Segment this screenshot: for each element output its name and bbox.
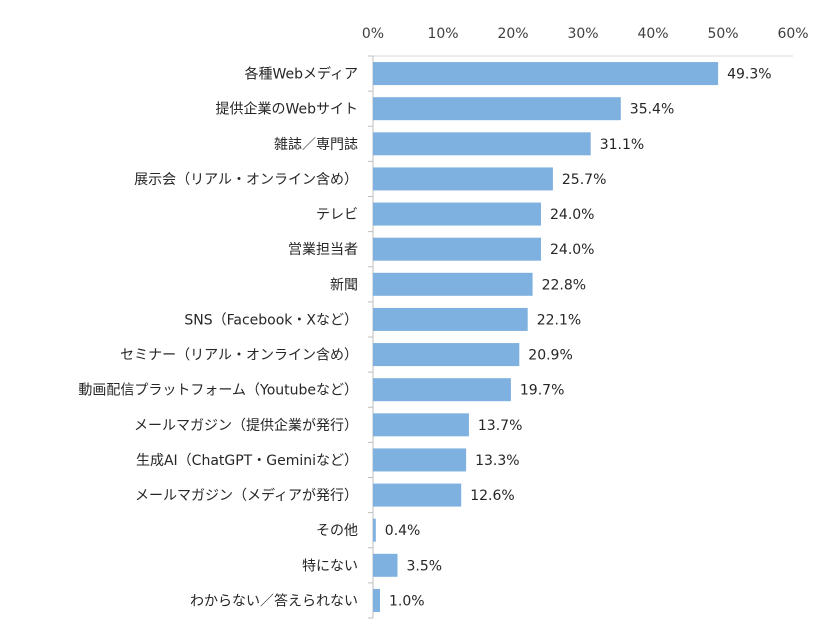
category-label: 展示会（リアル・オンライン含め） xyxy=(134,172,358,188)
bar xyxy=(373,62,719,86)
bar xyxy=(373,237,541,261)
bar xyxy=(373,448,467,472)
data-label: 22.1% xyxy=(537,312,581,328)
category-label: メールマガジン（提供企業が発行） xyxy=(134,417,358,434)
category-labels: 各種Webメディア提供企業のWebサイト雑誌／専門誌展示会（リアル・オンライン含… xyxy=(78,66,358,610)
data-label: 20.9% xyxy=(528,348,572,364)
data-label: 25.7% xyxy=(562,172,606,188)
data-label: 1.0% xyxy=(389,593,425,609)
data-label: 49.3% xyxy=(727,67,771,83)
bar xyxy=(373,483,462,507)
data-label: 22.8% xyxy=(542,277,586,293)
bar xyxy=(373,378,511,402)
x-tick-labels: 0% 10% 20% 30% 40% 50% 60% xyxy=(362,26,809,42)
category-label: テレビ xyxy=(316,207,358,223)
data-label: 31.1% xyxy=(600,137,644,153)
bar xyxy=(373,167,553,191)
category-label: 生成AI（ChatGPT・Geminiなど） xyxy=(136,453,358,469)
bar xyxy=(373,343,520,367)
x-tick-label: 40% xyxy=(637,26,668,42)
category-label: その他 xyxy=(316,523,358,539)
data-label: 13.7% xyxy=(478,418,522,434)
x-tick-label: 20% xyxy=(497,26,528,42)
bar xyxy=(373,202,541,226)
category-label: 各種Webメディア xyxy=(244,66,358,83)
category-label: 特にない xyxy=(302,558,358,574)
category-label: 雑誌／専門誌 xyxy=(274,137,358,153)
data-label: 35.4% xyxy=(630,102,674,118)
category-label: 動画配信プラットフォーム（Youtubeなど） xyxy=(78,383,358,399)
bar xyxy=(373,272,533,296)
data-label: 0.4% xyxy=(385,523,421,539)
value-labels: 49.3% 35.4% 31.1% 25.7% 24.0% 24.0% 22.8% 22.1%… xyxy=(385,67,772,610)
category-label: SNS（Facebook・Xなど） xyxy=(184,312,358,328)
x-tick-label: 60% xyxy=(777,26,808,42)
data-label: 24.0% xyxy=(550,242,594,258)
category-label: セミナー（リアル・オンライン含め） xyxy=(120,348,358,364)
data-label: 24.0% xyxy=(550,207,594,223)
bars xyxy=(373,62,719,612)
bar xyxy=(373,97,621,121)
bar xyxy=(373,553,398,577)
data-label: 3.5% xyxy=(407,558,443,574)
data-label: 19.7% xyxy=(520,383,564,399)
x-tick-label: 30% xyxy=(567,26,598,42)
bar xyxy=(373,588,380,612)
category-label: 営業担当者 xyxy=(288,242,358,258)
category-label: 新聞 xyxy=(330,277,358,293)
x-tick-label: 50% xyxy=(707,26,738,42)
bar xyxy=(373,518,376,542)
data-label: 12.6% xyxy=(470,488,514,504)
category-label: 提供企業のWebサイト xyxy=(215,101,358,118)
category-label: メールマガジン（メディアが発行） xyxy=(135,487,358,504)
x-tick-label: 10% xyxy=(427,26,458,42)
bar xyxy=(373,413,469,437)
category-label: わからない／答えられない xyxy=(190,592,358,609)
bar xyxy=(373,307,528,331)
bar xyxy=(373,132,591,156)
x-tick-label: 0% xyxy=(362,26,384,42)
data-label: 13.3% xyxy=(475,453,519,469)
